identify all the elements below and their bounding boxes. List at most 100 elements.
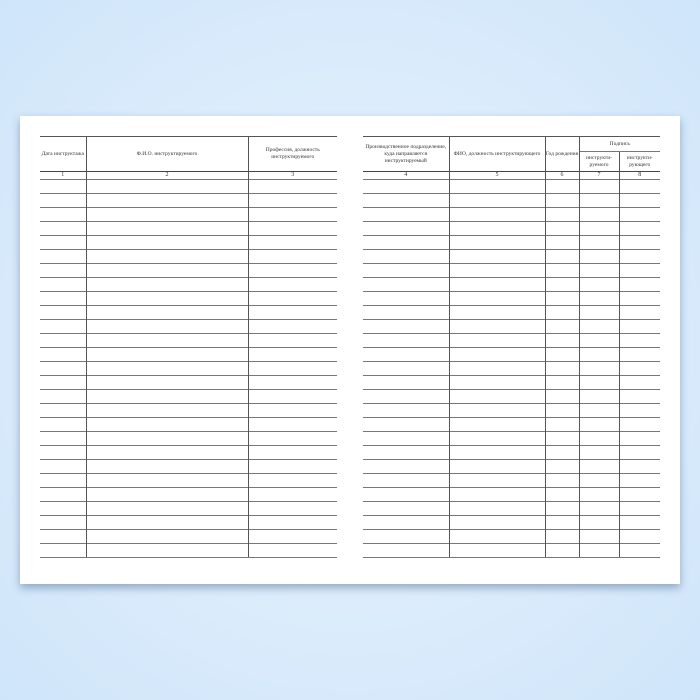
blank-cell bbox=[363, 501, 449, 516]
blank-cell bbox=[618, 249, 661, 264]
blank-cell bbox=[578, 389, 619, 404]
blank-cell bbox=[618, 375, 661, 390]
header-date: Дата инструктажа bbox=[40, 136, 86, 172]
blank-cell bbox=[578, 529, 619, 544]
blank-cell bbox=[363, 403, 449, 418]
blank-cell bbox=[448, 529, 545, 544]
blank-cell bbox=[247, 543, 337, 558]
blank-cell bbox=[247, 487, 337, 502]
blank-cell bbox=[578, 277, 619, 292]
table-row bbox=[363, 375, 661, 390]
journal-spread: Дата инструктажа Ф.И.О. инструктируемого… bbox=[20, 116, 680, 584]
table-row bbox=[363, 515, 661, 530]
table-row bbox=[363, 263, 661, 278]
blank-cell bbox=[363, 515, 449, 530]
blank-cell bbox=[544, 347, 579, 362]
table-row bbox=[363, 305, 661, 320]
blank-cell bbox=[40, 319, 86, 334]
blank-cell bbox=[448, 515, 545, 530]
blank-cell bbox=[40, 361, 86, 376]
blank-cell bbox=[85, 515, 248, 530]
blank-cell bbox=[85, 319, 248, 334]
blank-cell bbox=[544, 361, 579, 376]
blank-cell bbox=[448, 221, 545, 236]
blank-cell bbox=[544, 179, 579, 194]
blank-cell bbox=[448, 361, 545, 376]
table-row bbox=[40, 487, 337, 502]
blank-cell bbox=[544, 403, 579, 418]
blank-cell bbox=[247, 389, 337, 404]
blank-cell bbox=[247, 193, 337, 208]
col-number: 7 bbox=[578, 171, 619, 180]
blank-cell bbox=[40, 445, 86, 460]
blank-cell bbox=[363, 375, 449, 390]
blank-cell bbox=[85, 529, 248, 544]
blank-cell bbox=[448, 179, 545, 194]
blank-cell bbox=[578, 249, 619, 264]
blank-cell bbox=[40, 347, 86, 362]
header-department: Производственное подразделение, куда нап… bbox=[363, 136, 449, 172]
blank-cell bbox=[40, 333, 86, 348]
blank-cell bbox=[247, 277, 337, 292]
blank-cell bbox=[578, 333, 619, 348]
blank-cell bbox=[85, 235, 248, 250]
col-number: 8 bbox=[618, 171, 661, 180]
blank-cell bbox=[363, 193, 449, 208]
blank-cell bbox=[363, 263, 449, 278]
col-number: 2 bbox=[85, 171, 248, 180]
blank-cell bbox=[363, 459, 449, 474]
blank-cell bbox=[247, 403, 337, 418]
blank-cell bbox=[448, 487, 545, 502]
table-row bbox=[40, 403, 337, 418]
blank-cell bbox=[544, 263, 579, 278]
blank-cell bbox=[363, 417, 449, 432]
blank-cell bbox=[618, 543, 661, 558]
table-row bbox=[40, 417, 337, 432]
table-row bbox=[40, 501, 337, 516]
blank-cell bbox=[618, 235, 661, 250]
blank-cell bbox=[578, 361, 619, 376]
blank-cell bbox=[247, 347, 337, 362]
blank-cell bbox=[618, 501, 661, 516]
blank-cell bbox=[40, 487, 86, 502]
blank-cell bbox=[85, 179, 248, 194]
blank-cell bbox=[578, 207, 619, 222]
table-row bbox=[40, 263, 337, 278]
header-sign-instructor: инструкти-рующего bbox=[618, 151, 661, 172]
blank-cell bbox=[544, 193, 579, 208]
blank-cell bbox=[578, 445, 619, 460]
table-row bbox=[40, 291, 337, 306]
blank-cell bbox=[544, 249, 579, 264]
blank-cell bbox=[85, 473, 248, 488]
blank-cell bbox=[85, 333, 248, 348]
blank-cell bbox=[247, 319, 337, 334]
blank-cell bbox=[40, 207, 86, 222]
blank-cell bbox=[363, 305, 449, 320]
blank-cell bbox=[363, 431, 449, 446]
blank-cell bbox=[448, 263, 545, 278]
blank-cell bbox=[247, 445, 337, 460]
blank-cell bbox=[618, 221, 661, 236]
blank-cell bbox=[544, 417, 579, 432]
blank-cell bbox=[618, 193, 661, 208]
blank-cell bbox=[40, 221, 86, 236]
blank-cell bbox=[40, 277, 86, 292]
blank-cell bbox=[448, 389, 545, 404]
left-table: Дата инструктажа Ф.И.О. инструктируемого… bbox=[40, 136, 337, 558]
blank-cell bbox=[448, 445, 545, 460]
blank-cell bbox=[578, 543, 619, 558]
blank-cell bbox=[578, 305, 619, 320]
blank-cell bbox=[40, 403, 86, 418]
table-row bbox=[363, 361, 661, 376]
blank-cell bbox=[578, 319, 619, 334]
blank-cell bbox=[544, 543, 579, 558]
blank-cell bbox=[85, 277, 248, 292]
blank-cell bbox=[85, 501, 248, 516]
table-row bbox=[40, 221, 337, 236]
table-row bbox=[40, 305, 337, 320]
blank-cell bbox=[544, 235, 579, 250]
blank-cell bbox=[618, 207, 661, 222]
blank-cell bbox=[578, 235, 619, 250]
blank-cell bbox=[85, 291, 248, 306]
blank-cell bbox=[578, 459, 619, 474]
